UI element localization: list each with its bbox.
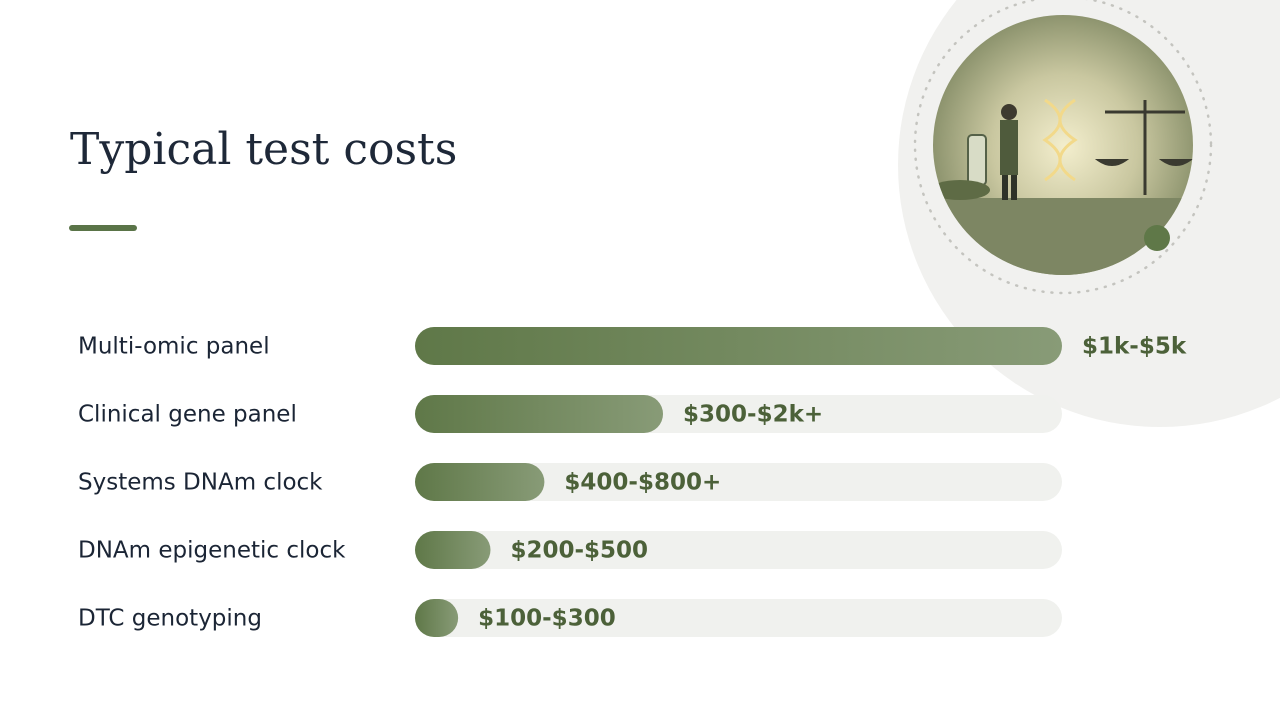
- category-label: Systems DNAm clock: [78, 470, 323, 496]
- bar-track: [415, 599, 1062, 637]
- bar: [415, 599, 459, 637]
- dotted-ring: [913, 0, 1213, 295]
- value-label: $1k-$5k: [1082, 334, 1187, 360]
- value-label: $400-$800+: [564, 470, 721, 496]
- bar: [415, 531, 491, 569]
- bar-track: [415, 463, 1062, 501]
- value-label: $300-$2k+: [683, 402, 823, 428]
- chart-title: Typical test costs: [70, 124, 457, 175]
- value-label: $200-$500: [510, 538, 648, 564]
- value-label: $100-$300: [478, 606, 616, 632]
- category-label: Multi-omic panel: [78, 334, 270, 360]
- bar: [415, 327, 1062, 365]
- accent-dot: [1144, 225, 1170, 251]
- bar: [415, 395, 664, 433]
- title-underline: [69, 225, 137, 231]
- bar-track: [415, 531, 1062, 569]
- bar: [415, 463, 545, 501]
- category-label: DTC genotyping: [78, 606, 262, 632]
- category-label: DNAm epigenetic clock: [78, 538, 346, 564]
- illustration: [933, 15, 1193, 275]
- category-label: Clinical gene panel: [78, 402, 297, 428]
